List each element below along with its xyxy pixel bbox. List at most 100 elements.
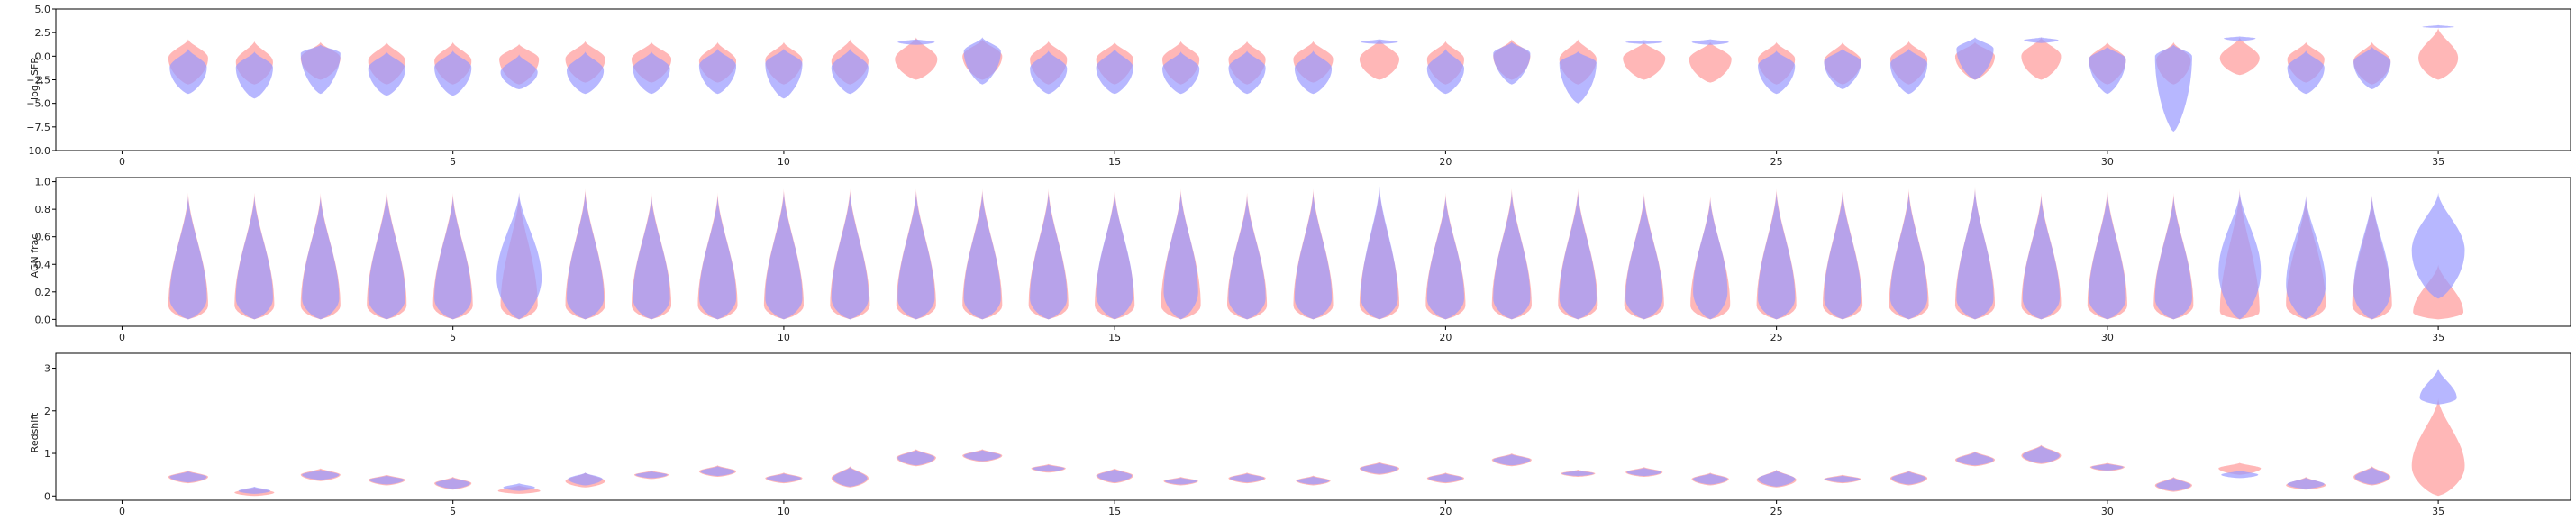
sfr-violin-s0-x29 (2021, 37, 2062, 80)
agn-frac-violin-s1-x35 (2411, 192, 2465, 299)
redshift-violin-s1-x33 (2287, 478, 2325, 489)
redshift-violin-s1-x6 (503, 483, 535, 491)
sfr-violin-s0-x12 (895, 37, 938, 80)
sfr-violin-s1-x12 (897, 39, 935, 45)
redshift-violin-s1-x24 (1693, 473, 1728, 485)
agn-frac-ylabel: AGN frac (29, 234, 41, 279)
sfr-violin-s0-x35 (2418, 27, 2459, 80)
sfr-xtick-label: 35 (2432, 156, 2444, 168)
agn-frac-violin-s1-x29 (2022, 195, 2060, 320)
sfr-violin-s1-x30 (2089, 46, 2126, 95)
redshift-xtick-label: 10 (778, 506, 790, 517)
redshift-violin-s1-x17 (1230, 473, 1265, 483)
redshift-violin-s1-x34 (2354, 467, 2389, 485)
redshift-xtick-label: 20 (1439, 506, 1452, 517)
sfr-xtick-label: 0 (119, 156, 125, 168)
sfr-violin-s1-x27 (1890, 49, 1928, 95)
sfr-ytick-label: −5.0 (26, 98, 50, 110)
sfr-violin-s1-x15 (1096, 49, 1133, 95)
sfr-violin-s1-x34 (2353, 46, 2391, 89)
sfr-panel: log10SFR 0 5 10 15 20 25 30 35 −10.0 −7.5 −5.0 −2.5… (20, 4, 2571, 168)
redshift-violin-s1-x27 (1891, 471, 1926, 485)
agn-frac-xtick-label: 35 (2432, 332, 2444, 343)
redshift-xtick-label: 0 (119, 506, 125, 517)
sfr-violin-s1-x29 (2024, 37, 2059, 43)
sfr-violin-s1-x10 (765, 49, 803, 99)
redshift-ylabel: Redshift (29, 412, 41, 452)
redshift-violin-s1-x13 (963, 450, 1001, 462)
agn-frac-xtick-label: 25 (1770, 332, 1783, 343)
agn-frac-axes-frame (55, 177, 2571, 327)
sfr-ytick-label: −7.5 (26, 122, 50, 133)
agn-frac-ytick-label: 0.6 (35, 232, 51, 243)
agn-frac-xtick-label: 15 (1108, 332, 1121, 343)
sfr-ytick-label: −10.0 (20, 145, 50, 157)
redshift-violin-s1-x10 (766, 473, 801, 483)
sfr-violin-s0-x32 (2219, 37, 2260, 76)
redshift-violin-s1-x7 (568, 472, 603, 486)
agn-frac-violin-s1-x33 (2286, 195, 2326, 320)
sfr-violin-s1-x24 (1691, 39, 1729, 45)
sfr-ytick-label: 0.0 (35, 50, 51, 62)
agn-frac-violin-s1-x2 (235, 195, 273, 320)
agn-frac-violin-s1-x10 (765, 191, 803, 320)
sfr-violin-s1-x11 (831, 49, 869, 95)
redshift-panel: Redshift 0 5 10 15 20 25 30 35 0 1 2 3 (29, 352, 2571, 517)
redshift-violin-s1-x19 (1361, 462, 1398, 474)
agn-frac-violin-s1-x27 (1890, 191, 1928, 320)
agn-frac-xtick-label: 5 (450, 332, 456, 343)
sfr-violin-s1-x8 (633, 51, 670, 95)
sfr-xtick-label: 25 (1770, 156, 1783, 168)
sfr-violin-s1-x32 (2224, 36, 2256, 41)
agn-frac-violin-s1-x23 (1625, 195, 1663, 320)
agn-frac-violin-s1-x34 (2353, 195, 2391, 320)
sfr-violin-s1-x2 (235, 51, 273, 99)
sfr-violin-s1-x3 (300, 44, 341, 95)
agn-frac-xtick-label: 30 (2101, 332, 2114, 343)
agn-frac-violin-s1-x1 (169, 195, 207, 320)
sfr-xtick-label: 15 (1108, 156, 1121, 168)
redshift-ytick-label: 3 (44, 363, 50, 375)
agn-frac-violin-s1-x13 (963, 191, 1001, 320)
sfr-violin-s1-x1 (169, 49, 207, 95)
redshift-violin-s1-x14 (1033, 464, 1065, 472)
agn-frac-violin-s1-x11 (831, 191, 869, 320)
agn-frac-violin-s1-x8 (633, 195, 670, 320)
agn-frac-violin-s1-x12 (897, 191, 935, 320)
redshift-xtick-label: 5 (450, 506, 456, 517)
sfr-violin-s0-x19 (1359, 39, 1399, 80)
redshift-ytick-label: 0 (44, 490, 50, 502)
agn-frac-violin-s1-x9 (698, 195, 736, 320)
sfr-violin-s0-x24 (1689, 41, 1732, 83)
sfr-violin-s1-x21 (1493, 41, 1531, 85)
redshift-violin-s1-x18 (1297, 476, 1330, 485)
sfr-violin-s1-x22 (1559, 51, 1597, 104)
sfr-xtick-label: 30 (2101, 156, 2114, 168)
sfr-xtick-label: 20 (1439, 156, 1452, 168)
agn-frac-violin-s1-x32 (2218, 191, 2262, 320)
agn-frac-violin-s1-x21 (1493, 191, 1531, 320)
redshift-violin-s1-x30 (2091, 463, 2124, 471)
sfr-violin-s1-x28 (1956, 37, 1994, 80)
redshift-violin-s1-x31 (2156, 478, 2191, 491)
sfr-ytick-label: −2.5 (26, 75, 50, 87)
redshift-violin-s1-x9 (700, 466, 735, 477)
agn-frac-violin-s1-x14 (1030, 191, 1068, 320)
redshift-violin-s1-x26 (1825, 475, 1861, 483)
agn-frac-ytick-label: 0.0 (35, 314, 51, 325)
redshift-violin-s1-x35 (2419, 368, 2457, 405)
redshift-violin-s1-x15 (1097, 469, 1133, 483)
redshift-violin-s1-x12 (897, 450, 935, 466)
agn-frac-violin-s1-x18 (1294, 191, 1333, 320)
sfr-ytick-label: 5.0 (35, 4, 51, 15)
sfr-ylabel: log10SFR (29, 57, 44, 100)
redshift-violin-s1-x2 (238, 486, 270, 494)
redshift-violin-s1-x3 (302, 470, 340, 480)
sfr-violin-s1-x23 (1625, 40, 1663, 44)
agn-frac-violin-s1-x6 (496, 192, 542, 320)
redshift-violin-s1-x28 (1956, 452, 1994, 466)
sfr-violin-s1-x17 (1228, 50, 1266, 95)
sfr-violin-s1-x9 (698, 49, 736, 95)
sfr-xtick-label: 5 (450, 156, 456, 168)
redshift-violin-s1-x11 (833, 467, 868, 487)
